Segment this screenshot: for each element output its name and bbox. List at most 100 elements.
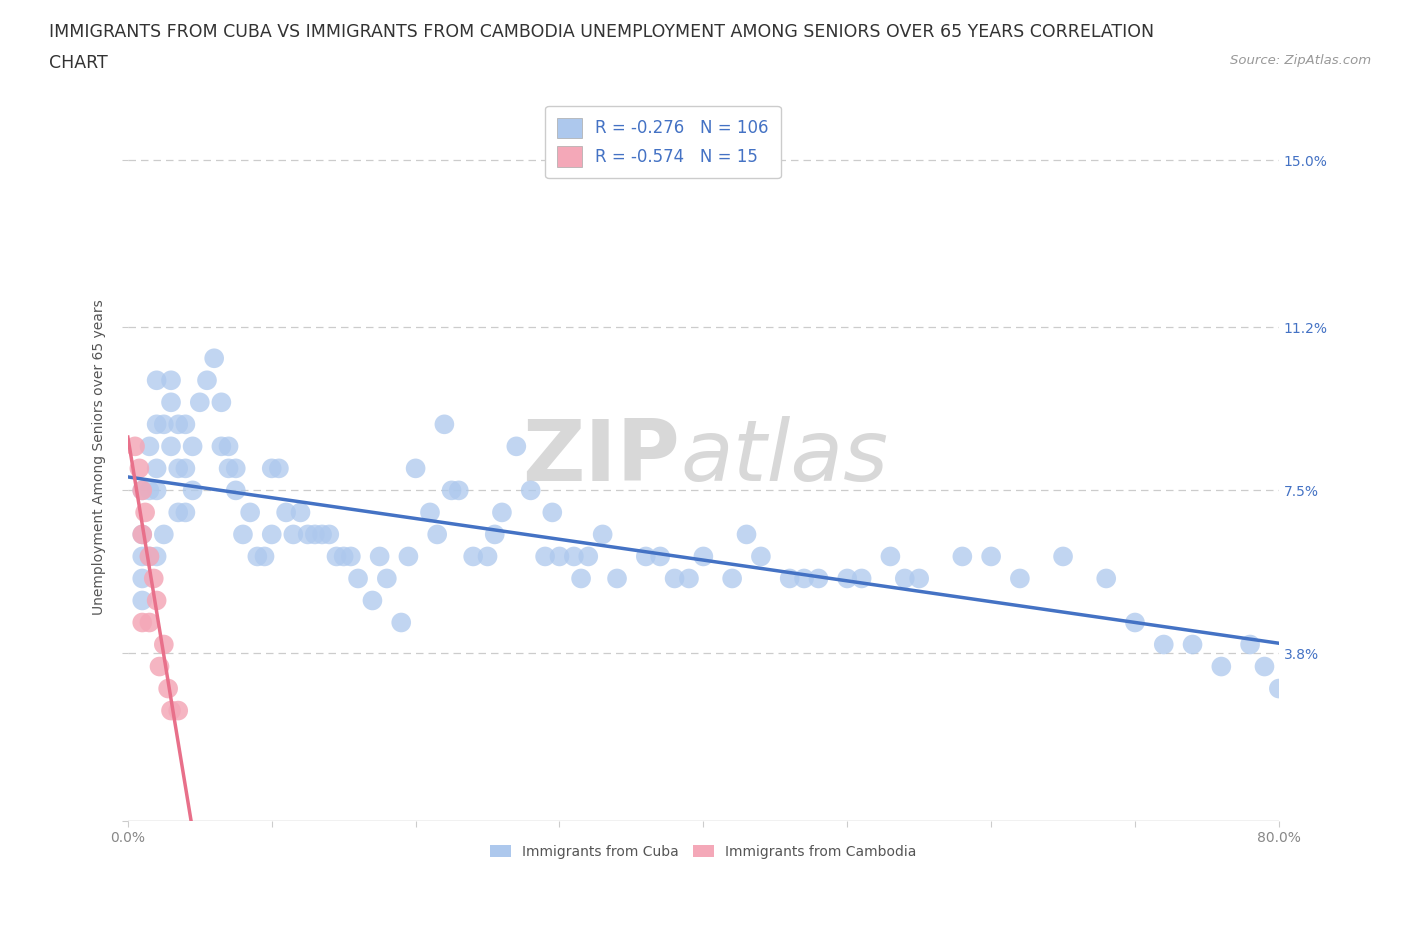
Point: [160, 373, 183, 388]
Point: [793, 571, 815, 586]
Point: [181, 439, 204, 454]
Point: [491, 505, 513, 520]
Point: [167, 703, 190, 718]
Point: [735, 527, 758, 542]
Point: [174, 417, 197, 432]
Point: [908, 571, 931, 586]
Point: [138, 549, 160, 564]
Point: [218, 461, 240, 476]
Point: [167, 505, 190, 520]
Point: [440, 483, 463, 498]
Point: [361, 593, 384, 608]
Point: [1253, 659, 1275, 674]
Point: [347, 571, 370, 586]
Point: [160, 703, 183, 718]
Point: [396, 549, 419, 564]
Point: [311, 527, 333, 542]
Point: [534, 549, 557, 564]
Point: [138, 549, 160, 564]
Point: [592, 527, 614, 542]
Point: [276, 505, 298, 520]
Point: [145, 593, 167, 608]
Point: [505, 439, 527, 454]
Point: [318, 527, 340, 542]
Point: [405, 461, 427, 476]
Point: [225, 483, 247, 498]
Point: [1239, 637, 1261, 652]
Point: [225, 461, 247, 476]
Point: [950, 549, 973, 564]
Text: CHART: CHART: [49, 54, 108, 72]
Point: [157, 681, 180, 696]
Text: IMMIGRANTS FROM CUBA VS IMMIGRANTS FROM CAMBODIA UNEMPLOYMENT AMONG SENIORS OVER: IMMIGRANTS FROM CUBA VS IMMIGRANTS FROM …: [49, 23, 1154, 41]
Point: [1268, 681, 1291, 696]
Point: [153, 637, 176, 652]
Point: [218, 439, 240, 454]
Point: [253, 549, 276, 564]
Point: [153, 527, 176, 542]
Point: [131, 549, 153, 564]
Point: [576, 549, 599, 564]
Text: atlas: atlas: [681, 416, 889, 498]
Point: [433, 417, 456, 432]
Point: [477, 549, 499, 564]
Point: [664, 571, 686, 586]
Point: [260, 527, 283, 542]
Point: [1008, 571, 1031, 586]
Point: [131, 527, 153, 542]
Point: [851, 571, 873, 586]
Point: [304, 527, 326, 542]
Y-axis label: Unemployment Among Seniors over 65 years: Unemployment Among Seniors over 65 years: [93, 299, 107, 616]
Point: [541, 505, 564, 520]
Point: [260, 461, 283, 476]
Point: [134, 505, 156, 520]
Point: [837, 571, 859, 586]
Point: [174, 461, 197, 476]
Text: Source: ZipAtlas.com: Source: ZipAtlas.com: [1230, 54, 1371, 67]
Point: [721, 571, 744, 586]
Point: [131, 593, 153, 608]
Point: [267, 461, 290, 476]
Point: [283, 527, 305, 542]
Point: [145, 549, 167, 564]
Point: [167, 417, 190, 432]
Point: [181, 483, 204, 498]
Point: [1052, 549, 1074, 564]
Point: [232, 527, 254, 542]
Point: [131, 527, 153, 542]
Point: [692, 549, 714, 564]
Point: [1181, 637, 1204, 652]
Legend: Immigrants from Cuba, Immigrants from Cambodia: Immigrants from Cuba, Immigrants from Ca…: [485, 840, 922, 865]
Point: [145, 373, 167, 388]
Point: [195, 373, 218, 388]
Point: [138, 483, 160, 498]
Point: [124, 439, 146, 454]
Text: ZIP: ZIP: [523, 416, 681, 498]
Point: [980, 549, 1002, 564]
Point: [650, 549, 672, 564]
Point: [209, 395, 232, 410]
Point: [290, 505, 312, 520]
Point: [209, 439, 232, 454]
Point: [202, 351, 225, 365]
Point: [1123, 615, 1146, 630]
Point: [145, 461, 167, 476]
Point: [368, 549, 391, 564]
Point: [239, 505, 262, 520]
Point: [1153, 637, 1175, 652]
Point: [188, 395, 211, 410]
Point: [131, 615, 153, 630]
Point: [606, 571, 628, 586]
Point: [894, 571, 917, 586]
Point: [174, 505, 197, 520]
Point: [340, 549, 363, 564]
Point: [419, 505, 441, 520]
Point: [1095, 571, 1118, 586]
Point: [562, 549, 585, 564]
Point: [131, 483, 153, 498]
Point: [807, 571, 830, 586]
Point: [375, 571, 398, 586]
Point: [447, 483, 470, 498]
Point: [128, 461, 150, 476]
Point: [426, 527, 449, 542]
